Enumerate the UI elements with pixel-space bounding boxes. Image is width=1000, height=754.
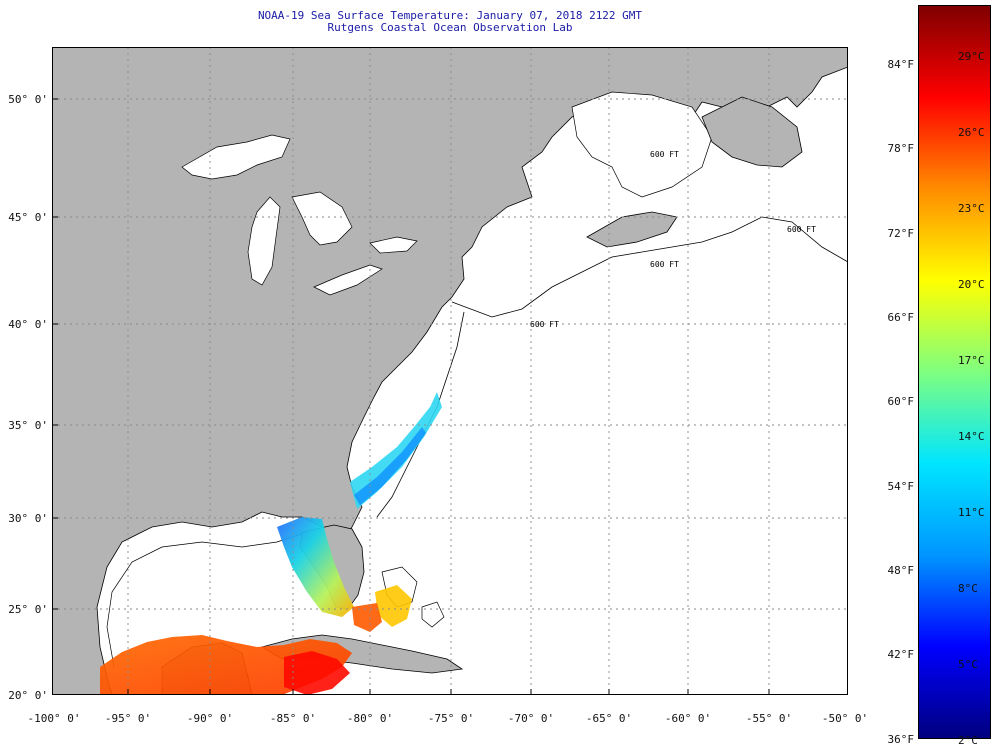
- lat-label-45: 45° 0': [8, 211, 48, 224]
- sst-atlantic-coast: [350, 392, 442, 509]
- lake-huron: [291, 191, 353, 246]
- lat-label-25: 25° 0': [8, 603, 48, 616]
- lake-erie: [313, 264, 383, 296]
- colorbar-f-48: 48°F: [887, 564, 915, 577]
- lon-label-100: -100° 0': [27, 712, 81, 725]
- tick-marks: [52, 98, 770, 695]
- sst-gulf-stream-edge: [354, 427, 426, 505]
- map-border: [52, 47, 848, 695]
- lake-superior: [181, 134, 291, 180]
- lon-label-85: -85° 0': [269, 712, 317, 725]
- isobath-label: 600 FT: [787, 225, 816, 234]
- sst-caribbean-hot: [284, 651, 350, 695]
- colorbar-c-26: 26°C: [958, 126, 985, 139]
- lon-label-65: -65° 0': [585, 712, 633, 725]
- colorbar-c-20: 20°C: [958, 278, 985, 291]
- gulf-st-lawrence: [571, 91, 713, 198]
- colorbar-f-42: 42°F: [887, 648, 915, 661]
- colorbar-f-66: 66°F: [887, 311, 915, 324]
- title-line-1: NOAA-19 Sea Surface Temperature: January…: [257, 9, 643, 22]
- lat-label-30: 30° 0': [8, 512, 48, 525]
- colorbar-f-36: 36°F: [887, 733, 915, 746]
- colorbar-f-78: 78°F: [887, 142, 915, 155]
- map-title: NOAA-19 Sea Surface Temperature: January…: [0, 10, 900, 34]
- lon-label-70: -70° 0': [507, 712, 555, 725]
- colorbar-c-2: 2°C: [958, 734, 978, 747]
- sst-keys: [352, 603, 382, 632]
- colorbar-f-84: 84°F: [887, 58, 915, 71]
- lat-label-35: 35° 0': [8, 419, 48, 432]
- isobath-label: 600 FT: [530, 320, 559, 329]
- lat-label-20: 20° 0': [8, 689, 48, 702]
- lake-michigan: [247, 196, 281, 286]
- sst-map: 600 FT 600 FT 600 FT 600 FT: [52, 47, 848, 695]
- colorbar-c-5: 5°C: [958, 658, 978, 671]
- colorbar-f-54: 54°F: [887, 480, 915, 493]
- isobath-label: 600 FT: [650, 260, 679, 269]
- colorbar-c-17: 17°C: [958, 354, 985, 367]
- lat-label-40: 40° 0': [8, 318, 48, 331]
- colorbar-f-60: 60°F: [887, 395, 915, 408]
- isobath-label: 600 FT: [650, 150, 679, 159]
- nova-scotia: [586, 211, 678, 248]
- title-line-2: Rutgens Coastal Ocean Observation Lab: [327, 21, 573, 34]
- sst-bahamas: [375, 585, 412, 627]
- sst-florida-shelf: [277, 517, 354, 617]
- gulf-contour: [106, 531, 308, 668]
- lon-label-50: -50° 0': [821, 712, 869, 725]
- colorbar-c-29: 29°C: [958, 50, 985, 63]
- colorbar-c-8: 8°C: [958, 582, 978, 595]
- lake-ontario: [369, 236, 418, 254]
- lon-label-80: -80° 0': [346, 712, 394, 725]
- lon-label-55: -55° 0': [745, 712, 793, 725]
- shelf-contour: [451, 216, 848, 318]
- lon-label-75: -75° 0': [427, 712, 475, 725]
- newfoundland: [701, 96, 803, 168]
- colorbar-c-23: 23°C: [958, 202, 985, 215]
- grid-lines: [52, 47, 848, 695]
- colorbar-f-72: 72°F: [887, 227, 915, 240]
- lat-label-50: 50° 0': [8, 93, 48, 106]
- temperature-colorbar: [918, 5, 991, 739]
- colorbar-c-11: 11°C: [958, 506, 985, 519]
- lon-label-90: -90° 0': [186, 712, 234, 725]
- lon-label-60: -60° 0': [664, 712, 712, 725]
- lon-label-95: -95° 0': [104, 712, 152, 725]
- colorbar-c-14: 14°C: [958, 430, 985, 443]
